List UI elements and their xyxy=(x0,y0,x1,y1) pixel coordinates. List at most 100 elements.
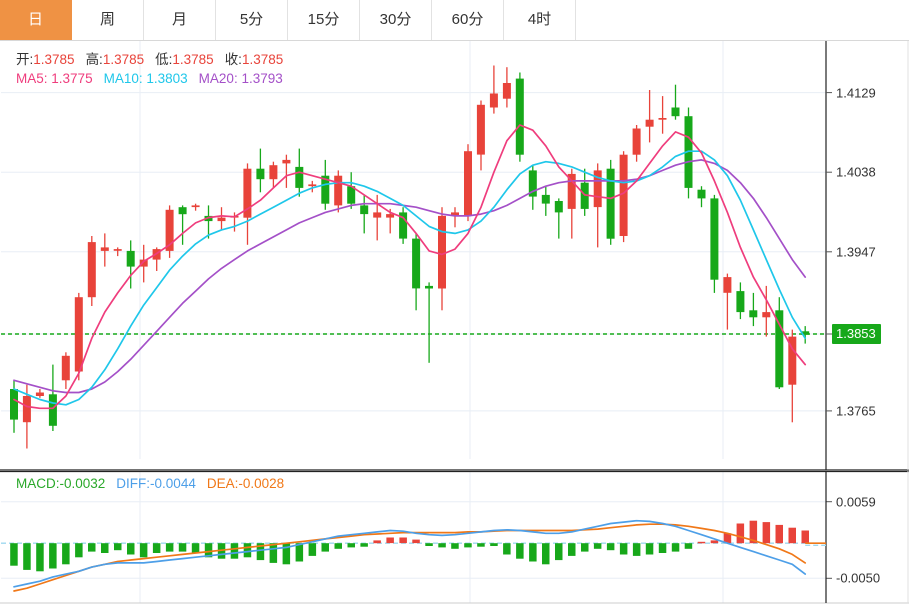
macd-chart-panel[interactable] xyxy=(0,471,909,604)
macd-bar xyxy=(451,543,459,549)
price-axis-label-1: 1.4038 xyxy=(836,164,876,180)
candle-body xyxy=(567,173,576,209)
tab-6[interactable]: 60分 xyxy=(432,0,504,40)
macd-bar xyxy=(165,543,174,552)
macd-bar xyxy=(697,541,706,544)
candle-body xyxy=(554,201,563,213)
ma-row: MA5: 1.3775 MA10: 1.3803 MA20: 1.3793 xyxy=(16,69,283,88)
macd-bar xyxy=(139,543,148,558)
close-value: 1.3785 xyxy=(241,52,284,67)
candle-body xyxy=(541,194,550,204)
candle-body xyxy=(645,119,654,127)
ma20-line xyxy=(13,159,807,394)
macd-bar xyxy=(152,543,161,553)
candle-body xyxy=(736,291,745,313)
candle-body xyxy=(48,394,57,426)
candle-body xyxy=(74,297,83,372)
dea-label: DEA: xyxy=(206,476,239,491)
close-label: 收: xyxy=(224,52,242,67)
macd-bar xyxy=(36,543,44,572)
candle-body xyxy=(295,166,304,188)
ma5-label: MA5: xyxy=(16,71,48,86)
macd-bar xyxy=(75,543,83,558)
candle-body xyxy=(217,217,226,222)
candle-body xyxy=(22,396,31,423)
timeframe-tabbar: 日周月 5分 15分 30分 60分 4时 xyxy=(0,0,909,41)
candle-body xyxy=(386,214,395,218)
ohlc-legend: 开:1.3785 高:1.3785 低:1.3785 收:1.3785 MA5: 1.… xyxy=(16,50,283,88)
macd-bar xyxy=(438,543,446,548)
candle-body xyxy=(788,336,797,385)
macd-bar xyxy=(568,543,576,556)
candle-body xyxy=(502,83,511,99)
tab-4[interactable]: 15分 xyxy=(288,0,360,40)
ma10-value: 1.3803 xyxy=(146,71,188,86)
macd-bar xyxy=(684,543,693,549)
macd-bar xyxy=(477,543,485,547)
tab-0[interactable]: 日 xyxy=(0,0,72,40)
macd-bar xyxy=(399,537,407,544)
candle-body xyxy=(321,175,330,204)
candle-body xyxy=(10,389,18,420)
macd-bar xyxy=(114,543,122,551)
candle-body xyxy=(256,168,265,180)
macd-bar xyxy=(710,540,719,544)
tabbar-filler xyxy=(576,0,909,40)
ohlc-row: 开:1.3785 高:1.3785 低:1.3785 收:1.3785 xyxy=(16,50,283,69)
macd-bar xyxy=(204,543,213,558)
price-chart-panel[interactable] xyxy=(0,41,909,471)
candle-body xyxy=(801,331,810,335)
macd-bar xyxy=(308,543,317,556)
candle-body xyxy=(710,198,719,280)
macd-bar xyxy=(334,543,342,549)
macd-bar xyxy=(412,539,420,544)
macd-bar xyxy=(62,543,70,565)
macd-bar xyxy=(230,543,239,559)
tab-5[interactable]: 30分 xyxy=(360,0,432,40)
open-value: 1.3785 xyxy=(33,52,75,67)
macd-bar xyxy=(347,543,355,548)
candle-body xyxy=(476,104,485,155)
candle-body xyxy=(126,250,135,267)
macd-bar xyxy=(658,543,667,553)
candle-body xyxy=(347,186,356,204)
macd-bar xyxy=(619,543,628,555)
price-axis-label-4: 1.3765 xyxy=(836,403,876,419)
candle-body xyxy=(412,238,421,289)
macd-bar xyxy=(632,543,641,556)
macd-bar xyxy=(581,543,589,552)
macd-bar xyxy=(464,543,472,548)
macd-bar xyxy=(10,543,18,566)
macd-bar xyxy=(49,543,57,569)
candle-body xyxy=(87,242,96,298)
macd-bar xyxy=(386,537,394,544)
tab-2[interactable]: 月 xyxy=(144,0,216,40)
candle-body xyxy=(308,184,317,187)
tab-3[interactable]: 5分 xyxy=(216,0,288,40)
macd-bar xyxy=(23,543,31,570)
tab-7[interactable]: 4时 xyxy=(504,0,576,40)
ma20-label: MA20: xyxy=(198,71,238,86)
macd-bar xyxy=(529,543,537,562)
macd-svg xyxy=(0,471,909,604)
macd-bar xyxy=(788,527,796,544)
macd-bar xyxy=(282,543,291,565)
dea-line xyxy=(13,523,807,592)
macd-bar xyxy=(127,543,135,555)
tab-1[interactable]: 周 xyxy=(72,0,144,40)
ma10-line xyxy=(13,150,807,406)
dea-value: -0.0028 xyxy=(238,476,285,491)
macd-value: -0.0032 xyxy=(59,476,106,491)
macd-bar xyxy=(88,543,96,552)
macd-bar xyxy=(490,543,498,546)
candle-body xyxy=(100,247,109,251)
macd-bar xyxy=(723,533,732,544)
candle-body xyxy=(464,151,472,216)
candle-body xyxy=(269,165,278,180)
low-label: 低: xyxy=(155,52,173,67)
candle-body xyxy=(425,285,433,289)
macd-axis-label-1: -0.0050 xyxy=(836,570,881,586)
candle-body xyxy=(593,170,602,208)
candle-body xyxy=(489,93,498,108)
candle-body xyxy=(515,78,524,155)
